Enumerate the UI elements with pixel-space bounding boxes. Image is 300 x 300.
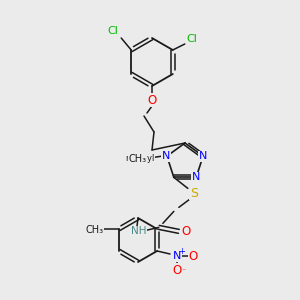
Text: methyl: methyl <box>125 154 154 163</box>
Text: N: N <box>162 151 170 161</box>
Text: O: O <box>181 225 190 238</box>
Text: O: O <box>188 250 198 262</box>
Text: ⁻: ⁻ <box>182 266 186 275</box>
Text: NH: NH <box>131 226 147 236</box>
Text: CH₃: CH₃ <box>129 154 147 164</box>
Text: O: O <box>172 263 182 277</box>
Text: N: N <box>199 151 207 161</box>
Text: N: N <box>192 172 200 182</box>
Text: S: S <box>190 187 198 200</box>
Text: N: N <box>173 251 181 261</box>
Text: Cl: Cl <box>108 26 119 36</box>
Text: O: O <box>147 94 157 106</box>
Text: Cl: Cl <box>186 34 197 44</box>
Text: +: + <box>178 247 185 256</box>
Text: CH₃: CH₃ <box>86 225 104 235</box>
